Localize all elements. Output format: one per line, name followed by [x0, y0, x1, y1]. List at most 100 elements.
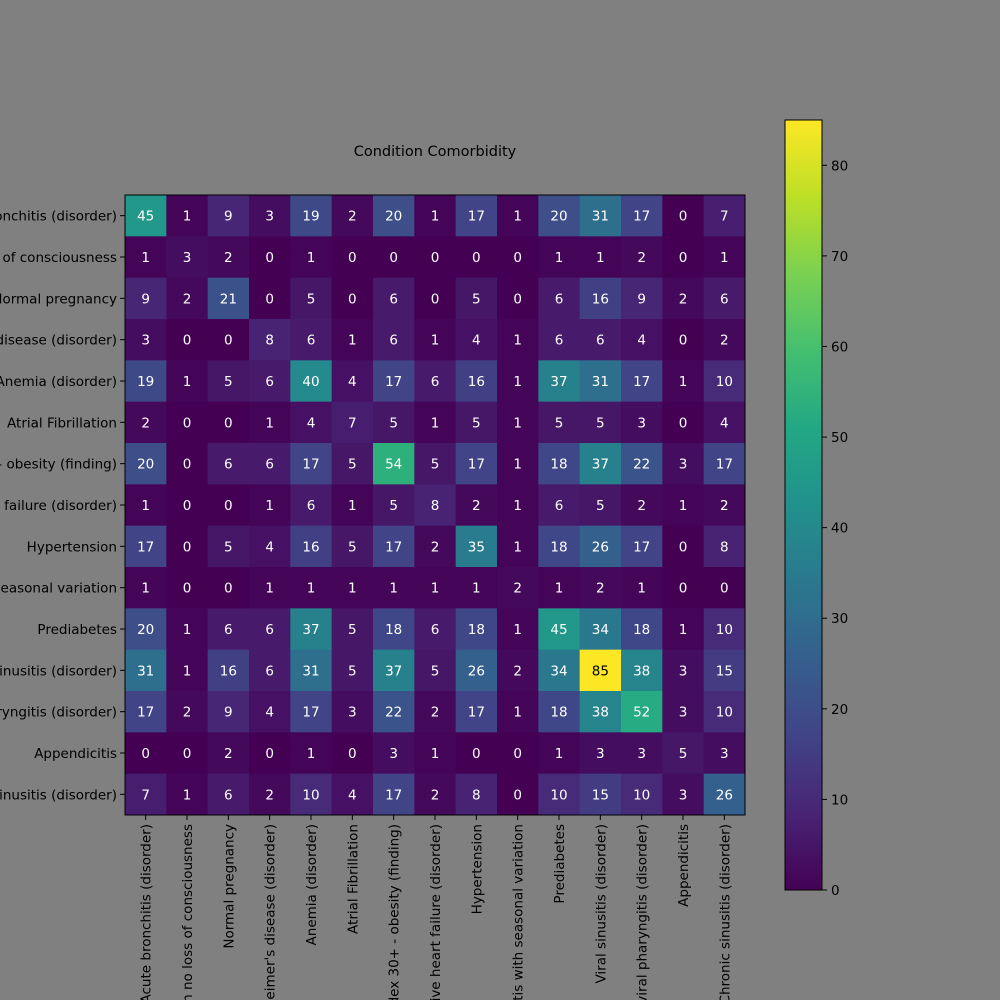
cell-value-label: 17: [302, 705, 319, 721]
heatmap-cell: [331, 236, 374, 279]
cell-value-label: 38: [633, 663, 650, 679]
column-label: Normal pregnancy: [221, 824, 237, 949]
cell-value-label: 17: [137, 705, 154, 721]
heatmap-cell: [703, 401, 746, 444]
cell-value-label: 6: [555, 333, 564, 349]
cell-value-label: 6: [596, 333, 605, 349]
cell-value-label: 16: [302, 539, 319, 555]
row-label: Anemia (disorder): [0, 374, 117, 390]
heatmap-cell: [621, 608, 663, 651]
heatmap-cell: [290, 360, 333, 403]
cell-value-label: 2: [141, 415, 150, 431]
heatmap-cell: [249, 691, 291, 733]
heatmap-cell: [538, 649, 581, 692]
heatmap-cell: [373, 319, 415, 361]
heatmap-cell: [455, 319, 498, 361]
heatmap-cell: [497, 319, 539, 361]
cell-value-label: 85: [592, 663, 609, 679]
cell-value-label: 1: [555, 581, 564, 597]
heatmap-cell: [703, 608, 746, 651]
heatmap-cell: [579, 277, 622, 320]
cell-value-label: 1: [637, 581, 646, 597]
heatmap-cell: [703, 525, 746, 568]
heatmap-cell: [621, 773, 663, 816]
cell-value-label: 22: [385, 705, 402, 721]
cell-value-label: 2: [596, 581, 605, 597]
heatmap-cell: [579, 691, 622, 733]
heatmap-cell: [497, 401, 539, 444]
heatmap-cell: [579, 360, 622, 403]
heatmap-cell: [249, 236, 291, 279]
heatmap-cell: [703, 360, 746, 403]
cell-value-label: 4: [265, 705, 274, 721]
heatmap-cell: [125, 608, 167, 651]
cell-value-label: 1: [513, 374, 522, 390]
cell-value-label: 1: [431, 209, 440, 225]
heatmap-cell: [166, 649, 209, 692]
cell-value-label: 0: [679, 581, 688, 597]
heatmap-cell: [166, 608, 209, 651]
heatmap-cell: [207, 319, 250, 361]
cell-value-label: 1: [555, 250, 564, 266]
cell-value-label: 17: [633, 209, 650, 225]
cell-value-label: 10: [716, 374, 733, 390]
cell-value-label: 0: [513, 250, 522, 266]
column-label: Prediabetes: [552, 824, 568, 904]
cell-value-label: 5: [307, 291, 316, 307]
heatmap-cell: [497, 567, 539, 609]
cell-value-label: 18: [385, 622, 402, 638]
heatmap-cell: [290, 525, 333, 568]
cell-value-label: 5: [348, 663, 357, 679]
heatmap-cell: [290, 401, 333, 444]
heatmap-cell: [455, 401, 498, 444]
cell-value-label: 34: [550, 663, 567, 679]
column-label: Hypertension: [469, 824, 485, 914]
cell-value-label: 6: [720, 291, 729, 307]
row-label: Alzheimer's disease (disorder): [0, 333, 117, 349]
cell-value-label: 4: [720, 415, 729, 431]
heatmap-cell: [703, 773, 746, 816]
cell-value-label: 2: [431, 787, 440, 803]
heatmap-cell: [125, 277, 167, 320]
cell-value-label: 20: [385, 209, 402, 225]
cell-value-label: 10: [716, 705, 733, 721]
heatmap-cell: [497, 484, 539, 527]
heatmap-cell: [373, 484, 415, 527]
heatmap-cell: [455, 195, 498, 237]
heatmap-cell: [455, 649, 498, 692]
cell-value-label: 9: [224, 209, 233, 225]
heatmap-cell: [331, 360, 374, 403]
cell-value-label: 6: [224, 457, 233, 473]
cell-value-label: 18: [468, 622, 485, 638]
cell-value-label: 0: [348, 746, 357, 762]
cell-value-label: 20: [550, 209, 567, 225]
cell-value-label: 0: [183, 539, 192, 555]
cell-value-label: 0: [513, 291, 522, 307]
heatmap-cell: [290, 773, 333, 816]
cell-value-label: 0: [389, 250, 398, 266]
cell-value-label: 1: [431, 333, 440, 349]
heatmap-cell: [621, 277, 663, 320]
heatmap-cell: [290, 649, 333, 692]
cell-value-label: 1: [389, 581, 398, 597]
cell-value-label: 1: [513, 457, 522, 473]
heatmap-cell: [538, 691, 581, 733]
cell-value-label: 1: [183, 209, 192, 225]
heatmap-cell: [455, 236, 498, 279]
cell-value-label: 0: [224, 333, 233, 349]
row-labels: Acute bronchitis (disorder) Concussion wi…: [0, 209, 125, 803]
heatmap-cell: [662, 773, 705, 816]
column-label: Body mass index 30+ - obesity (finding): [387, 824, 403, 1000]
heatmap-cell: [621, 484, 663, 527]
colorbar-tick-label: 0: [831, 883, 840, 899]
cell-value-label: 0: [348, 291, 357, 307]
heatmap-cell: [331, 608, 374, 651]
cell-value-label: 1: [183, 622, 192, 638]
heatmap-cell: [579, 525, 622, 568]
row-label: Hypertension: [27, 539, 117, 555]
cell-value-label: 2: [637, 498, 646, 514]
heatmap-cell: [207, 236, 250, 279]
cell-value-label: 10: [550, 787, 567, 803]
cell-value-label: 6: [431, 622, 440, 638]
cell-value-label: 1: [513, 622, 522, 638]
